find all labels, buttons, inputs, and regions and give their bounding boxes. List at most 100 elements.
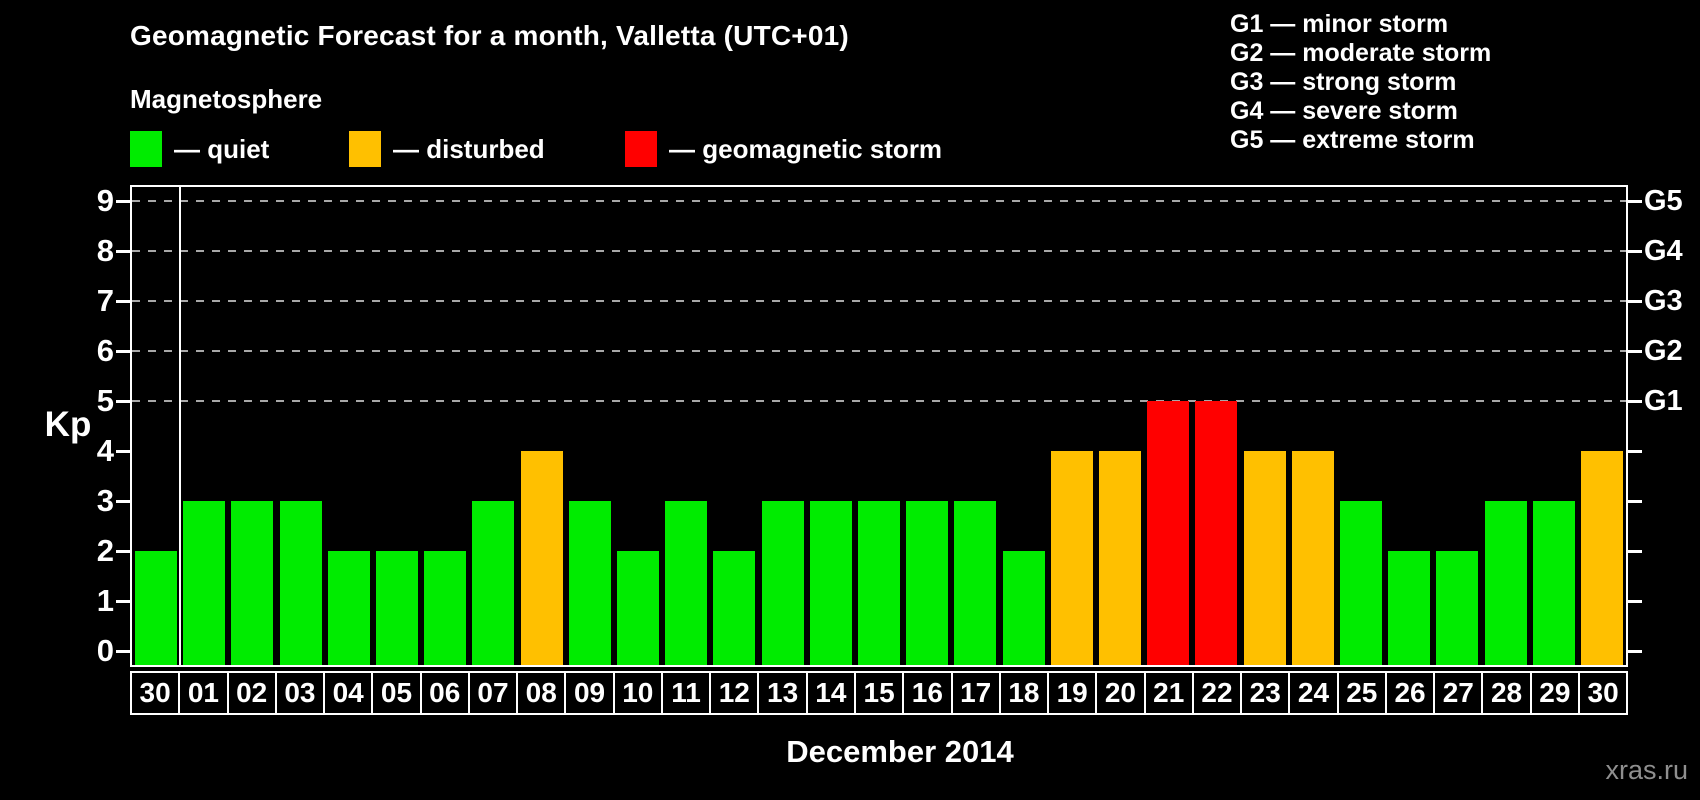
y-tick-label-0: 0 [96,633,114,668]
right-axis-tick [1628,250,1642,253]
kp-bar-day-11 [665,501,708,665]
day-label-cell: 01 [178,673,226,713]
right-axis-label-g4: G4 [1644,235,1683,267]
y-tick-label-3: 3 [96,483,114,518]
day-label-cell: 24 [1288,673,1336,713]
kp-bar-day-02 [231,501,274,665]
y-tick-label-2: 2 [96,533,114,568]
right-axis-label-g1: G1 [1644,385,1683,417]
day-label-cell: 07 [467,673,516,713]
right-axis-tick [1628,500,1642,503]
kp-bar-day-22 [1195,401,1238,665]
day-label-cell: 21 [1143,673,1192,713]
storm-swatch-icon [625,131,657,167]
y-axis-tick [116,600,130,603]
y-tick-label-6: 6 [96,333,114,368]
day-label-cell: 23 [1240,673,1288,713]
storm-scale-line-g4: G4 — severe storm [1230,97,1458,125]
storm-scale-line-g1: G1 — minor storm [1230,10,1449,38]
legend-item-label: — geomagnetic storm [669,133,943,164]
day-label-cell: 12 [709,673,757,713]
day-label-cell: 06 [419,673,468,713]
day-label-cell: 30 [1577,673,1626,713]
kp-bar-day-26 [1388,551,1431,665]
watermark: xras.ru [1605,755,1688,785]
right-axis-tick [1628,600,1642,603]
month-boundary-line [179,187,182,665]
day-label-cell: 18 [998,673,1047,713]
day-label-cell: 11 [660,673,709,713]
legend-item-disturbed: — disturbed [349,130,545,168]
day-label-cell: 05 [371,673,419,713]
day-label-cell: 04 [323,673,371,713]
kp-bar-day-27 [1436,551,1479,665]
kp-bar-day-24 [1291,451,1334,665]
day-label-cell: 27 [1433,673,1481,713]
day-label-cell: 29 [1529,673,1578,713]
kp-bar-day-29 [1532,501,1575,665]
gridline-kp9 [132,200,1626,202]
y-axis-tick [116,350,130,353]
day-label-cell: 03 [274,673,323,713]
kp-bar-day-30 [135,551,178,665]
y-axis-tick [116,200,130,203]
kp-bar-day-21 [1147,401,1190,665]
gridline-kp7 [132,300,1626,302]
day-label-cell: 26 [1384,673,1433,713]
right-axis-tick [1628,450,1642,453]
kp-bar-day-14 [809,501,852,665]
day-label-cell: 17 [950,673,999,713]
day-label-cell: 28 [1481,673,1529,713]
storm-scale-line-g5: G5 — extreme storm [1230,126,1475,154]
quiet-swatch-icon [130,131,162,167]
right-axis-tick [1628,400,1642,403]
day-label-cell: 15 [853,673,902,713]
right-axis-tick [1628,550,1642,553]
kp-bar-day-28 [1484,501,1527,665]
y-axis-title: Kp [44,405,92,444]
gridline-kp5 [132,400,1626,402]
y-axis-tick [116,450,130,453]
kp-bar-day-04 [327,551,370,665]
y-axis-tick [116,250,130,253]
legend-item-label: — disturbed [393,133,545,164]
kp-bar-day-10 [617,551,660,665]
kp-bar-day-18 [1002,551,1045,665]
right-axis-label-g5: G5 [1644,185,1683,217]
kp-bar-day-23 [1243,451,1286,665]
storm-scale-line-g3: G3 — strong storm [1230,68,1457,96]
legend-item-quiet: — quiet [130,130,269,168]
kp-bar-day-05 [376,551,419,665]
y-axis-tick [116,400,130,403]
y-tick-label-9: 9 [96,183,114,218]
y-axis-tick [116,550,130,553]
kp-bar-day-12 [713,551,756,665]
gridline-kp8 [132,250,1626,252]
day-label-cell: 22 [1191,673,1240,713]
day-label-cell: 14 [805,673,854,713]
y-axis-tick [116,500,130,503]
right-axis-tick [1628,650,1642,653]
disturbed-swatch-icon [349,131,381,167]
day-label-cell: 25 [1336,673,1385,713]
day-label-cell: 19 [1047,673,1095,713]
kp-bar-day-19 [1050,451,1093,665]
legend-item-label: — quiet [174,133,270,164]
kp-bar-day-09 [568,501,611,665]
day-label-cell: 16 [902,673,950,713]
legend-item-storm: — geomagnetic storm [625,130,942,168]
day-label-cell: 13 [757,673,805,713]
y-axis-tick [116,300,130,303]
kp-bar-day-16 [906,501,949,665]
kp-bar-day-03 [279,501,322,665]
kp-bar-day-25 [1339,501,1382,665]
kp-bar-day-17 [954,501,997,665]
right-axis-label-g2: G2 [1644,335,1683,367]
storm-scale-legend: G1 — minor storm G2 — moderate storm G3 — … [1230,10,1491,155]
kp-bar-day-13 [761,501,804,665]
y-tick-label-4: 4 [96,433,114,468]
storm-scale-line-g2: G2 — moderate storm [1230,39,1492,67]
y-axis-tick [116,650,130,653]
day-label-cell: 10 [612,673,661,713]
